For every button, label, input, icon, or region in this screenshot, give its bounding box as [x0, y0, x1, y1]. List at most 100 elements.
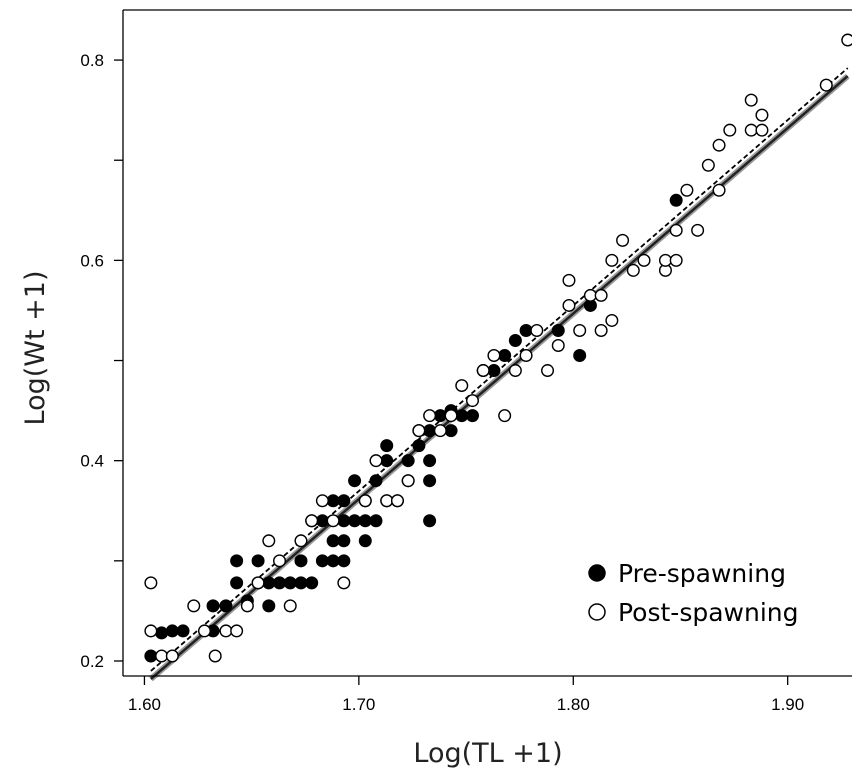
- post-spawning-point: [712, 183, 726, 197]
- pre-spawning-point: [669, 193, 683, 207]
- post-spawning-point: [401, 474, 415, 488]
- post-spawning-point: [723, 123, 737, 137]
- post-spawning-point: [230, 624, 244, 638]
- x-tick-label: 1.90: [771, 695, 804, 714]
- post-spawning-point: [315, 494, 329, 508]
- post-spawning-point: [626, 263, 640, 277]
- post-spawning-point: [755, 123, 769, 137]
- pre-spawning-point: [165, 624, 179, 638]
- axes: 1.60 1.70 1.80 1.90 0.2 0.4 0.6 0.8: [80, 9, 852, 714]
- post-spawning-point: [262, 534, 276, 548]
- x-tick-label: 1.80: [557, 695, 590, 714]
- post-spawning-point: [562, 298, 576, 312]
- post-spawning-point: [390, 494, 404, 508]
- post-spawning-point: [240, 599, 254, 613]
- legend-marker-post-spawning: [588, 603, 606, 621]
- post-spawning-point: [208, 649, 222, 663]
- pre-spawning-point: [326, 534, 340, 548]
- pre-spawning-point: [326, 494, 340, 508]
- pre-spawning-point: [337, 554, 351, 568]
- y-tick-label: 0.4: [80, 452, 104, 471]
- x-tick-label: 1.70: [342, 695, 375, 714]
- post-spawning-point: [305, 514, 319, 528]
- pre-spawning-point: [251, 554, 265, 568]
- y-tick-label: 0.8: [80, 51, 104, 70]
- post-spawning-point: [541, 364, 555, 378]
- pre-spawning-point: [380, 439, 394, 453]
- post-spawning-point: [680, 183, 694, 197]
- pre-spawning-point: [380, 454, 394, 468]
- pre-spawning-point: [315, 554, 329, 568]
- post-spawning-point: [144, 624, 158, 638]
- legend-label-pre-spawning: Pre-spawning: [618, 559, 786, 588]
- post-spawning-point: [444, 409, 458, 423]
- pre-spawning-point: [155, 626, 169, 640]
- post-spawning-point: [187, 599, 201, 613]
- pre-spawning-point: [412, 439, 426, 453]
- pre-spawning-point: [423, 474, 437, 488]
- post-spawning-point: [251, 576, 265, 590]
- post-spawning-point: [508, 364, 522, 378]
- pre-spawning-point: [326, 554, 340, 568]
- pre-spawning-point: [551, 323, 565, 337]
- post-spawning-point: [519, 349, 533, 363]
- pre-spawning-point: [444, 424, 458, 438]
- post-spawning-point: [487, 349, 501, 363]
- post-spawning-point: [358, 494, 372, 508]
- post-spawning-point: [273, 554, 287, 568]
- post-spawning-point: [658, 253, 672, 267]
- y-axis-title: Log(Wt +1): [20, 271, 51, 426]
- pre-spawning-point: [337, 494, 351, 508]
- post-spawning-point: [712, 138, 726, 152]
- legend-label-post-spawning: Post-spawning: [618, 598, 799, 627]
- pre-spawning-point: [401, 454, 415, 468]
- post-spawning-point: [326, 514, 340, 528]
- pre-spawning-point: [262, 576, 276, 590]
- pre-spawning-point: [230, 576, 244, 590]
- post-spawning-point: [755, 108, 769, 122]
- post-spawning-point: [476, 364, 490, 378]
- post-spawning-point: [819, 78, 833, 92]
- x-axis-title: Log(TL +1): [413, 738, 562, 769]
- pre-spawning-point: [465, 409, 479, 423]
- post-spawning-point: [616, 233, 630, 247]
- pre-spawning-point: [262, 599, 276, 613]
- post-spawning-point: [841, 33, 852, 47]
- pre-spawning-point: [433, 409, 447, 423]
- post-spawning-point: [583, 288, 597, 302]
- post-spawning-point: [155, 649, 169, 663]
- post-spawning-point: [412, 424, 426, 438]
- pre-spawning-point: [369, 474, 383, 488]
- post-spawning-point: [369, 454, 383, 468]
- pre-spawning-point: [348, 474, 362, 488]
- post-spawning-point: [637, 253, 651, 267]
- pre-spawning-point: [337, 514, 351, 528]
- post-spawning-point: [165, 649, 179, 663]
- post-spawning-point: [197, 624, 211, 638]
- pre-spawning-point: [455, 409, 469, 423]
- post-spawning-point: [669, 253, 683, 267]
- legend: Pre-spawning Post-spawning: [588, 559, 799, 627]
- post-spawning-point: [594, 288, 608, 302]
- post-spawning-point: [144, 576, 158, 590]
- post-spawning-point: [423, 409, 437, 423]
- pre-spawning-point: [519, 323, 533, 337]
- pre-spawning-point: [294, 576, 308, 590]
- pre-spawning-point: [573, 349, 587, 363]
- pre-spawning-point: [283, 576, 297, 590]
- post-spawning-point: [337, 576, 351, 590]
- post-spawning-point: [530, 323, 544, 337]
- pre-spawning-point: [358, 534, 372, 548]
- post-spawning-point: [701, 158, 715, 172]
- pre-spawning-point: [358, 514, 372, 528]
- post-spawning-point: [294, 534, 308, 548]
- post-spawning-point: [455, 379, 469, 393]
- pre-spawning-point: [305, 576, 319, 590]
- pre-spawning-point: [219, 599, 233, 613]
- pre-spawning-point: [508, 333, 522, 347]
- legend-marker-pre-spawning: [588, 564, 606, 582]
- pre-spawning-point: [176, 624, 190, 638]
- post-spawning-point: [669, 223, 683, 237]
